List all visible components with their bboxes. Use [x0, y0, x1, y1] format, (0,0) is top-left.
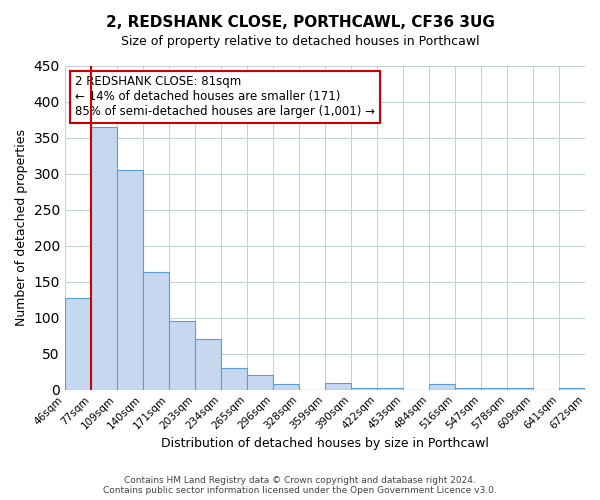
Bar: [91, 126, 117, 390]
Bar: [377, 388, 403, 390]
Bar: [65, 298, 91, 390]
Bar: [143, 272, 169, 390]
Text: Contains HM Land Registry data © Crown copyright and database right 2024.
Contai: Contains HM Land Registry data © Crown c…: [103, 476, 497, 495]
Bar: [169, 322, 195, 390]
Bar: [195, 340, 221, 390]
Text: 2, REDSHANK CLOSE, PORTHCAWL, CF36 3UG: 2, REDSHANK CLOSE, PORTHCAWL, CF36 3UG: [106, 15, 494, 30]
Bar: [455, 388, 481, 390]
Y-axis label: Number of detached properties: Number of detached properties: [15, 129, 28, 326]
Bar: [559, 388, 585, 390]
Bar: [117, 170, 143, 390]
Text: Size of property relative to detached houses in Porthcawl: Size of property relative to detached ho…: [121, 35, 479, 48]
Text: 2 REDSHANK CLOSE: 81sqm
← 14% of detached houses are smaller (171)
85% of semi-d: 2 REDSHANK CLOSE: 81sqm ← 14% of detache…: [75, 75, 375, 118]
Bar: [507, 388, 533, 390]
Bar: [429, 384, 455, 390]
Bar: [273, 384, 299, 390]
Bar: [247, 376, 273, 390]
Bar: [481, 388, 507, 390]
Bar: [325, 382, 351, 390]
X-axis label: Distribution of detached houses by size in Porthcawl: Distribution of detached houses by size …: [161, 437, 489, 450]
Bar: [351, 388, 377, 390]
Bar: [221, 368, 247, 390]
